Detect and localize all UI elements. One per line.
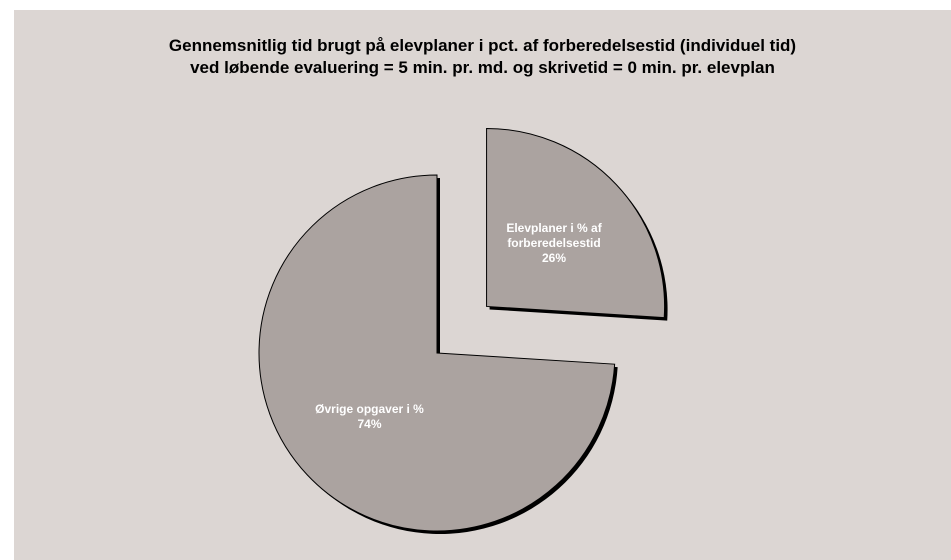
pie-slice-label-2: Øvrige opgaver i % 74% (315, 402, 424, 431)
pie-slice-label-1: Elevplaner i % af forberedelsestid 26% (506, 221, 602, 265)
pie-chart: Elevplaner i % af forberedelsestid 26% Øvri… (258, 127, 668, 534)
pie-slice-1 (486, 127, 666, 319)
pie-slice-label-2-line-2: 74% (357, 417, 381, 431)
pie-slice-2 (258, 174, 616, 532)
pie-slice-label-2-line-1: Øvrige opgaver i % (315, 402, 424, 416)
pie-slice-label-1-line-1: Elevplaner i % af (506, 221, 602, 235)
pie-slice-label-1-line-3: 26% (542, 251, 566, 265)
chart-area: Gennemsnitlig tid brugt på elevplaner i … (14, 10, 951, 560)
pie-slice-label-1-line-2: forberedelsestid (507, 236, 600, 250)
chart-title: Gennemsnitlig tid brugt på elevplaner i … (14, 35, 951, 79)
chart-title-line-2: ved løbende evaluering = 5 min. pr. md. … (190, 58, 775, 77)
chart-title-line-1: Gennemsnitlig tid brugt på elevplaner i … (168, 36, 797, 55)
